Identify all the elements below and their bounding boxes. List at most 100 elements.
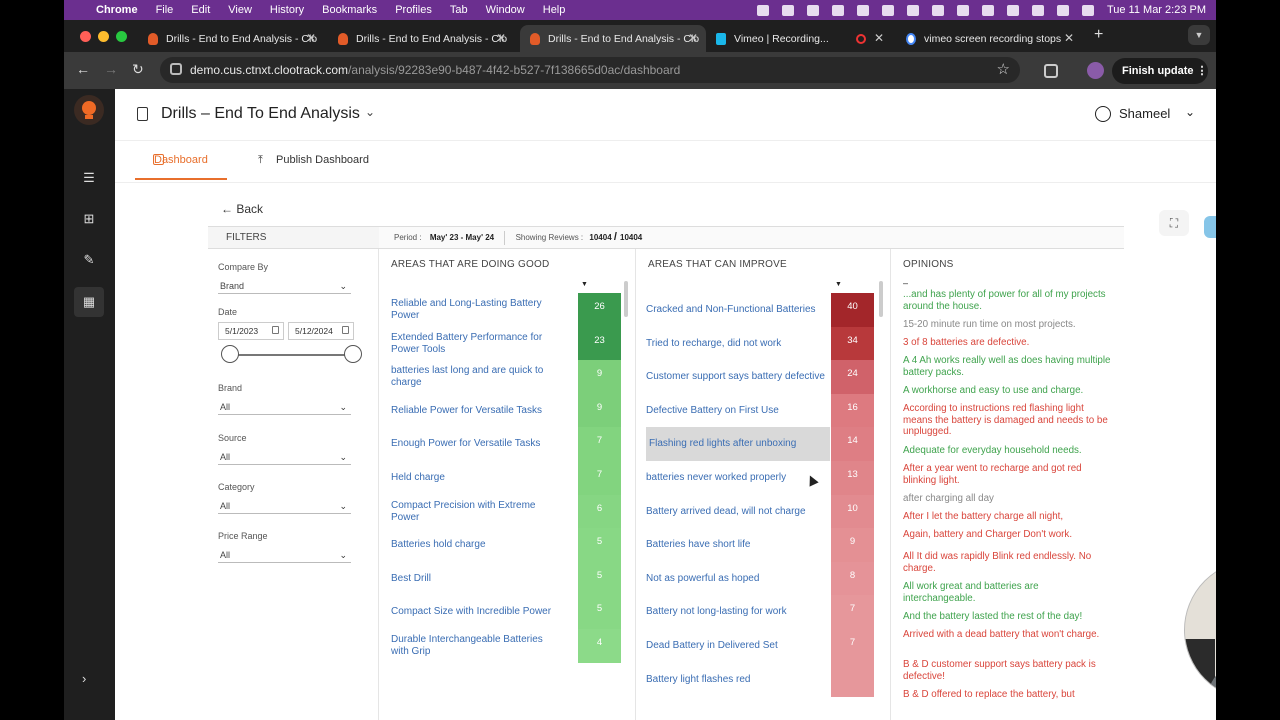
- user-icon[interactable]: [1095, 106, 1111, 122]
- menu-profiles[interactable]: Profiles: [395, 4, 432, 16]
- control-center-icon[interactable]: [1056, 4, 1069, 16]
- calendar-icon[interactable]: [272, 326, 279, 334]
- back-link[interactable]: ← Back: [221, 202, 263, 216]
- dashboard-icon[interactable]: ▦: [74, 287, 104, 317]
- opinion-item[interactable]: Arrived with a dead battery that won't c…: [903, 629, 1100, 640]
- opinion-item[interactable]: All work great and batteries are interch…: [903, 581, 1039, 604]
- window-minimize-button[interactable]: [98, 31, 109, 42]
- list-item-label[interactable]: Extended Battery Performance for Power T…: [391, 331, 543, 355]
- chevron-down-icon[interactable]: ⌄: [1185, 105, 1196, 119]
- menu-history[interactable]: History: [269, 4, 305, 16]
- bluetooth-icon[interactable]: [956, 4, 969, 16]
- new-tab-button[interactable]: +: [1094, 26, 1104, 43]
- browser-tab-active[interactable]: Drills - End to End Analysis - Clo ✕: [520, 25, 706, 52]
- count-badge[interactable]: 9: [578, 360, 621, 395]
- list-item[interactable]: Batteries have short life 9: [636, 528, 890, 563]
- list-item[interactable]: Reliable and Long-Lasting Battery Power 2…: [379, 293, 635, 327]
- count-badge[interactable]: 10: [831, 494, 874, 529]
- bookmark-star-icon[interactable]: ☆: [996, 61, 1010, 78]
- source-select[interactable]: All ⌄: [218, 449, 351, 465]
- price-range-select[interactable]: All ⌄: [218, 547, 351, 563]
- list-item[interactable]: Defective Battery on First Use 16: [636, 393, 890, 428]
- opinion-item[interactable]: And the battery lasted the rest of the d…: [903, 611, 1083, 622]
- date-range-slider-end-handle[interactable]: [344, 345, 362, 363]
- list-item[interactable]: Best Drill 5: [379, 561, 635, 596]
- scrollbar[interactable]: [879, 281, 883, 317]
- green-app-icon[interactable]: [831, 4, 844, 16]
- opinion-item[interactable]: After a year went to recharge and got re…: [903, 463, 1082, 486]
- notion-icon[interactable]: [856, 4, 869, 16]
- list-item-label[interactable]: Tried to recharge, did not work: [646, 337, 782, 349]
- opinion-item[interactable]: B & D offered to replace the battery, bu…: [903, 689, 1075, 700]
- tab-search-button[interactable]: ▼: [1188, 25, 1210, 45]
- count-badge[interactable]: 9: [831, 528, 874, 563]
- count-badge[interactable]: 23: [578, 326, 621, 361]
- count-badge[interactable]: 4: [578, 629, 621, 663]
- browser-tab[interactable]: vimeo screen recording stops ✕: [896, 25, 1082, 52]
- count-badge[interactable]: 24: [831, 360, 874, 395]
- profile-avatar[interactable]: [1087, 62, 1104, 79]
- list-item-label[interactable]: Batteries have short life: [646, 539, 751, 551]
- reload-icon[interactable]: ↻: [132, 61, 144, 77]
- count-badge[interactable]: 5: [578, 561, 621, 596]
- calendar-icon[interactable]: [342, 326, 349, 334]
- count-badge[interactable]: 40: [831, 293, 874, 327]
- teams-icon[interactable]: [781, 4, 794, 16]
- search-icon[interactable]: [1031, 4, 1044, 16]
- opinion-item[interactable]: A workhorse and easy to use and charge.: [903, 385, 1084, 396]
- count-badge[interactable]: 26: [578, 293, 621, 327]
- list-item[interactable]: Not as powerful as hoped 8: [636, 561, 890, 596]
- browser-tab[interactable]: Vimeo | Recording... ✕: [706, 25, 892, 52]
- user-name[interactable]: Shameel: [1119, 106, 1171, 121]
- opinion-item[interactable]: B & D customer support says battery pack…: [903, 659, 1096, 682]
- sort-caret-icon[interactable]: ▼: [581, 281, 588, 288]
- list-item-label[interactable]: Flashing red lights after unboxing: [646, 427, 830, 462]
- layers-icon[interactable]: ☰: [83, 170, 95, 185]
- date-range-slider-start-handle[interactable]: [221, 345, 239, 363]
- list-item[interactable]: Durable Interchangeable Batteries with G…: [379, 629, 635, 663]
- list-item[interactable]: Enough Power for Versatile Tasks 7: [379, 427, 635, 462]
- opinion-item[interactable]: A 4 Ah works really well as does having …: [903, 355, 1111, 378]
- menu-edit[interactable]: Edit: [191, 4, 211, 16]
- hierarchy-icon[interactable]: ⊞: [83, 211, 95, 226]
- list-item-label[interactable]: Defective Battery on First Use: [646, 404, 779, 416]
- window-zoom-button[interactable]: [116, 31, 127, 42]
- extensions-icon[interactable]: [1044, 64, 1058, 78]
- list-item[interactable]: batteries last long and are quick to cha…: [379, 360, 635, 395]
- menu-help[interactable]: Help: [542, 4, 566, 16]
- finish-update-button[interactable]: Finish update ⋮: [1112, 58, 1208, 84]
- fullscreen-button[interactable]: ⛶: [1159, 210, 1189, 236]
- count-badge[interactable]: 8: [831, 561, 874, 596]
- opinion-item[interactable]: 3 of 8 batteries are defective.: [903, 337, 1030, 348]
- circle-app-icon[interactable]: [806, 4, 819, 16]
- list-item-label[interactable]: batteries last long and are quick to cha…: [391, 365, 544, 389]
- list-item[interactable]: Customer support says battery defective 2…: [636, 360, 890, 395]
- browser-tab[interactable]: Drills - End to End Analysis - Clo ✕: [328, 25, 514, 52]
- close-icon[interactable]: ✕: [873, 31, 884, 45]
- list-item-label[interactable]: Held charge: [391, 472, 445, 483]
- list-item-label[interactable]: Best Drill: [391, 572, 432, 584]
- forward-arrow-icon[interactable]: →: [104, 61, 118, 77]
- drive-icon[interactable]: [906, 4, 919, 16]
- list-item-label[interactable]: Cracked and Non-Functional Batteries: [646, 304, 816, 315]
- count-badge[interactable]: 13: [831, 461, 874, 495]
- siri-icon[interactable]: [1081, 4, 1094, 16]
- site-info-icon[interactable]: [170, 63, 182, 75]
- opinion-item[interactable]: Adequate for everyday household needs.: [903, 445, 1082, 456]
- list-item-label[interactable]: Enough Power for Versatile Tasks: [391, 438, 541, 450]
- opinion-item[interactable]: 15-20 minute run time on most projects.: [903, 319, 1076, 330]
- list-item-label[interactable]: Battery not long-lasting for work: [646, 606, 787, 618]
- opinion-item[interactable]: Again, battery and Charger Don't work.: [903, 529, 1073, 540]
- list-item[interactable]: Batteries hold charge 5: [379, 528, 635, 563]
- list-item-label[interactable]: Compact Precision with Extreme Power: [391, 499, 536, 523]
- list-item-label[interactable]: Battery light flashes red: [646, 673, 751, 685]
- feather-icon[interactable]: ✎: [83, 252, 95, 267]
- browser-tab[interactable]: Drills - End to End Analysis - Clo ✕: [138, 25, 324, 52]
- list-item[interactable]: Compact Size with Incredible Power 5: [379, 595, 635, 630]
- date-from-input[interactable]: 5/1/2023: [218, 322, 284, 340]
- list-item-label[interactable]: Durable Interchangeable Batteries with G…: [391, 634, 543, 657]
- opinion-item[interactable]: After I let the battery charge all night…: [903, 511, 1064, 522]
- date-range-slider-track[interactable]: [230, 354, 352, 356]
- list-item[interactable]: Extended Battery Performance for Power T…: [379, 326, 635, 361]
- list-item[interactable]: Held charge 7: [379, 461, 635, 495]
